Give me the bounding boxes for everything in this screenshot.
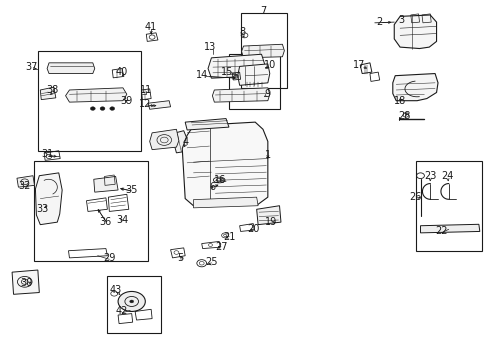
- Polygon shape: [420, 224, 479, 233]
- Bar: [38, 51, 141, 151]
- Text: 14: 14: [195, 69, 207, 80]
- Bar: [228, 54, 279, 109]
- Text: 19: 19: [264, 217, 277, 227]
- Text: 5: 5: [177, 253, 183, 263]
- Polygon shape: [241, 44, 284, 58]
- Text: 36: 36: [100, 217, 112, 227]
- Text: 8: 8: [239, 27, 244, 37]
- Text: 33: 33: [37, 203, 49, 213]
- Text: 41: 41: [145, 22, 157, 32]
- Polygon shape: [212, 88, 269, 102]
- Text: 10: 10: [263, 60, 275, 70]
- Text: 1: 1: [264, 150, 270, 160]
- Circle shape: [129, 300, 133, 303]
- Polygon shape: [392, 73, 437, 101]
- Text: 37: 37: [25, 63, 38, 72]
- Text: 17: 17: [352, 60, 364, 70]
- Bar: [107, 276, 161, 333]
- Polygon shape: [174, 131, 187, 153]
- Polygon shape: [40, 87, 56, 100]
- Text: 27: 27: [214, 242, 227, 252]
- Polygon shape: [47, 63, 95, 73]
- Text: 32: 32: [19, 181, 31, 192]
- Text: 29: 29: [103, 253, 115, 263]
- Polygon shape: [193, 197, 258, 208]
- Text: 34: 34: [116, 215, 128, 225]
- Text: 12: 12: [139, 99, 151, 109]
- Polygon shape: [94, 176, 118, 192]
- Text: 39: 39: [121, 96, 133, 106]
- Text: 21: 21: [223, 232, 235, 242]
- Polygon shape: [182, 122, 267, 206]
- Text: 28: 28: [397, 111, 409, 121]
- Text: 35: 35: [125, 185, 138, 195]
- Circle shape: [110, 107, 115, 111]
- Text: 16: 16: [214, 175, 226, 185]
- Text: 22: 22: [434, 226, 447, 236]
- Polygon shape: [17, 176, 34, 187]
- Polygon shape: [148, 101, 170, 109]
- Polygon shape: [207, 54, 264, 78]
- Text: 9: 9: [264, 89, 270, 99]
- Text: 24: 24: [441, 171, 453, 181]
- Polygon shape: [12, 270, 39, 294]
- Text: 30: 30: [20, 278, 33, 288]
- Polygon shape: [35, 173, 62, 225]
- Polygon shape: [256, 206, 281, 225]
- Text: 2: 2: [376, 17, 382, 27]
- Text: 13: 13: [204, 42, 216, 52]
- Text: 31: 31: [41, 149, 54, 159]
- Circle shape: [100, 107, 105, 111]
- Text: 20: 20: [246, 224, 259, 234]
- Polygon shape: [149, 129, 179, 150]
- Text: 4: 4: [182, 137, 188, 147]
- Text: 43: 43: [109, 285, 122, 295]
- Text: 42: 42: [116, 306, 128, 316]
- Text: 25: 25: [205, 257, 217, 267]
- Polygon shape: [65, 88, 126, 102]
- Polygon shape: [237, 64, 269, 85]
- Text: 11: 11: [140, 85, 152, 95]
- Polygon shape: [393, 15, 436, 49]
- Text: 3: 3: [397, 15, 403, 25]
- Bar: [240, 13, 287, 88]
- Text: 38: 38: [46, 85, 59, 95]
- Text: 26: 26: [408, 192, 421, 202]
- Bar: [415, 161, 481, 251]
- Text: 23: 23: [423, 171, 435, 181]
- Text: 7: 7: [259, 6, 265, 17]
- Text: 40: 40: [116, 67, 128, 77]
- Bar: [34, 161, 148, 261]
- Circle shape: [118, 292, 145, 311]
- Text: 15: 15: [221, 67, 233, 77]
- Text: 18: 18: [393, 96, 406, 106]
- Text: 6: 6: [209, 182, 216, 192]
- Circle shape: [90, 107, 95, 111]
- Polygon shape: [185, 118, 228, 130]
